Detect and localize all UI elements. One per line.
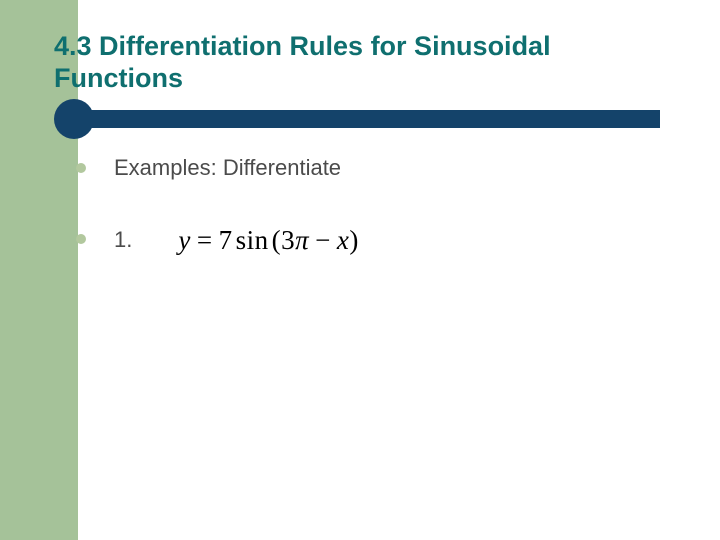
list-item: 1. y=7sin(3π−x) [54,225,674,256]
formula-pi: π [295,225,309,255]
example-number: 1. [114,226,132,255]
bullet-icon [76,234,86,244]
slide-title: 4.3 Differentiation Rules for Sinusoidal… [54,30,674,95]
bullet-list: Examples: Differentiate 1. y=7sin(3π−x) [54,154,674,256]
bullet-icon [76,163,86,173]
content-area: Examples: Differentiate 1. y=7sin(3π−x) [54,154,674,298]
formula-y: y [178,225,190,255]
formula-inner-coef: 3 [281,225,295,255]
formula-expression: y=7sin(3π−x) [178,225,358,256]
formula-close-paren: ) [349,225,359,255]
title-underline-bar [74,110,660,128]
formula-equals: = [197,225,213,255]
formula-minus: − [315,225,331,255]
formula-coef: 7 [219,225,233,255]
formula-fn: sin [236,225,269,255]
list-item: Examples: Differentiate [54,154,674,183]
formula-x: x [337,225,349,255]
formula-open-paren: ( [272,225,282,255]
bullet-text: Examples: Differentiate [114,155,341,180]
